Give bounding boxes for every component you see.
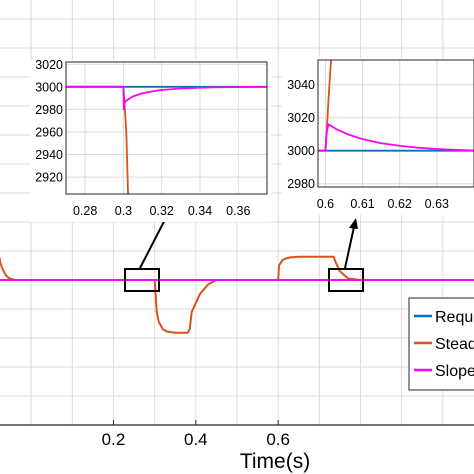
inset-right-y-tick-label: 3040 — [287, 78, 315, 92]
zoom-box-right — [328, 268, 364, 292]
legend-label-slope: Slope — [435, 363, 474, 380]
inset-left-x-tick-label: 0.34 — [188, 204, 212, 218]
inset-right-x-tick-label: 0.62 — [388, 197, 412, 211]
main-x-tick-label: 0.4 — [184, 430, 208, 449]
inset-right-frame — [317, 59, 474, 188]
inset-right-y-tick-label: 2980 — [287, 177, 315, 191]
inset-left-y-tick-label: 2960 — [35, 125, 63, 139]
inset-left-y-tick-label: 2940 — [35, 148, 63, 162]
inset-right-axes: 0.6 0.61 0.62 0.63 3040 3020 3000 2980 — [282, 58, 474, 215]
main-series-lines — [0, 255, 474, 334]
inset-right-x-tick-label: 0.63 — [425, 197, 449, 211]
main-x-tick-label: 0.2 — [102, 430, 126, 449]
inset-right-y-tick-label: 3020 — [287, 111, 315, 125]
main-x-tick-labels: 0.2 0.4 0.6 — [102, 430, 290, 449]
arrow-to-right-inset — [344, 218, 358, 269]
inset-left-x-tick-label: 0.28 — [73, 204, 97, 218]
main-x-tick-label: 0.6 — [266, 430, 290, 449]
inset-right-series-slope-line — [318, 123, 474, 152]
inset-left-x-tick-label: 0.3 — [115, 204, 132, 218]
inset-right-y-tick-label: 3000 — [287, 144, 315, 158]
inset-left-frame — [65, 61, 268, 195]
inset-left-axes: 0.28 0.3 0.32 0.34 0.36 3020 3000 2980 2960 2940 2… — [30, 58, 271, 222]
main-x-axis-label: Time(s) — [240, 450, 310, 473]
zoom-box-left — [124, 268, 160, 292]
legend-label-requ: Requ — [435, 309, 473, 326]
inset-left-y-tick-label: 2920 — [35, 171, 63, 185]
inset-left-series-slope-line — [66, 85, 267, 111]
inset-right-x-tick-label: 0.6 — [317, 197, 334, 211]
inset-left-x-tick-label: 0.36 — [226, 204, 250, 218]
inset-left-x-tick-label: 0.32 — [150, 204, 174, 218]
inset-left-y-tick-label: 3020 — [35, 58, 63, 72]
inset-right-x-tick-label: 0.61 — [350, 197, 374, 211]
inset-left-y-tick-label: 2980 — [35, 103, 63, 117]
main-series-stead-line — [0, 255, 361, 334]
inset-left-y-tick-label: 3000 — [35, 80, 63, 94]
legend-label-stead: Stead — [435, 336, 474, 353]
legend: Requ Stead Slope — [408, 297, 474, 391]
